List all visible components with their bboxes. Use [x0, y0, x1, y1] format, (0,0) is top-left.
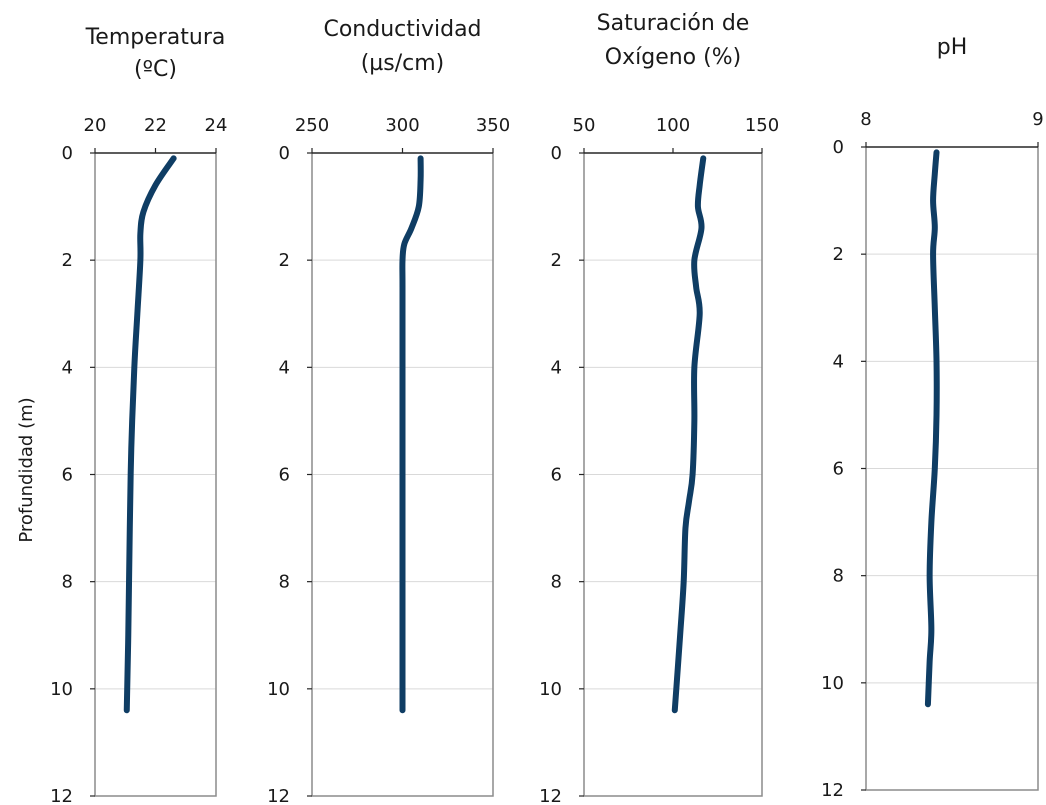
y-tick-label: 6: [833, 459, 844, 480]
y-tick-label: 10: [821, 673, 844, 694]
x-tick-label: 22: [144, 115, 167, 136]
y-tick-label: 8: [833, 566, 844, 587]
x-tick-label: 150: [745, 115, 779, 136]
panel-title: Oxígeno (%): [605, 45, 741, 70]
y-tick-label: 4: [833, 351, 844, 372]
y-tick-label: 2: [833, 244, 844, 265]
series-line: [399, 155, 424, 714]
y-tick-label: 2: [279, 250, 290, 271]
y-axis-label: Profundidad (m): [16, 397, 37, 542]
x-tick-label: 20: [84, 115, 107, 136]
y-tick-label: 4: [62, 357, 73, 378]
x-tick-label: 50: [573, 115, 596, 136]
y-tick-label: 6: [279, 465, 290, 486]
series-line: [123, 155, 177, 714]
panel-title: Conductividad: [323, 17, 481, 42]
y-tick-label: 6: [62, 465, 73, 486]
panel-title: Temperatura: [85, 25, 226, 50]
panel-title: (ºC): [134, 57, 177, 82]
panel-title: (µs/cm): [361, 51, 445, 76]
y-tick-label: 10: [267, 679, 290, 700]
y-tick-label: 0: [279, 143, 290, 164]
panel-4: 8 9 0 2 4 6 8 10 12 pH: [821, 35, 1044, 801]
y-tick-label: 8: [62, 572, 73, 593]
y-tick-label: 4: [551, 357, 562, 378]
panel-2: 250 300 350 0 2 4 6 8 10 12 Conductividad (µs/cm): [267, 17, 510, 805]
y-tick-label: 12: [50, 786, 73, 805]
x-tick-label: 9: [1032, 109, 1043, 130]
y-tick-label: 8: [551, 572, 562, 593]
x-tick-label: 250: [295, 115, 329, 136]
panel-title: Saturación de: [597, 11, 750, 36]
series-line: [671, 155, 707, 714]
y-tick-label: 10: [50, 679, 73, 700]
y-tick-label: 4: [279, 357, 290, 378]
y-tick-label: 10: [539, 679, 562, 700]
y-tick-label: 8: [279, 572, 290, 593]
x-tick-label: 24: [205, 115, 228, 136]
y-tick-label: 0: [551, 143, 562, 164]
y-tick-label: 2: [62, 250, 73, 271]
panel-3: 50 100 150 0 2 4 6 8 10 12 Saturación de Oxígeno (%…: [539, 11, 779, 805]
x-tick-label: 8: [860, 109, 871, 130]
series-line: [924, 149, 940, 708]
y-tick-label: 0: [833, 137, 844, 158]
x-tick-label: 100: [656, 115, 690, 136]
y-tick-label: 12: [267, 786, 290, 805]
y-tick-label: 12: [821, 780, 844, 801]
panel-title: pH: [937, 35, 968, 60]
y-tick-label: 12: [539, 786, 562, 805]
x-tick-label: 350: [476, 115, 510, 136]
y-tick-label: 2: [551, 250, 562, 271]
y-tick-label: 6: [551, 465, 562, 486]
y-tick-label: 0: [62, 143, 73, 164]
x-tick-label: 300: [385, 115, 419, 136]
